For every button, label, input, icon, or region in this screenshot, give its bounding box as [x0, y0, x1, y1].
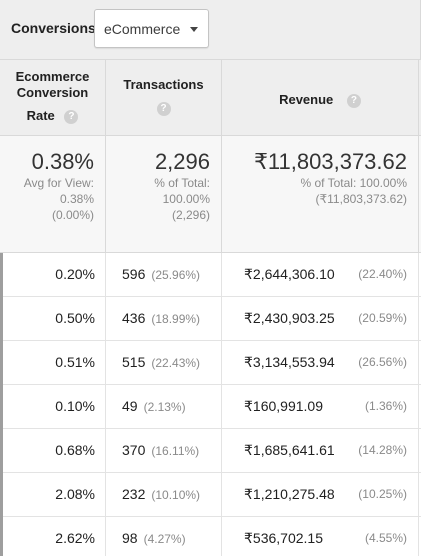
cell-revenue: ₹536,702.15 (4.55%): [222, 517, 419, 556]
transactions-percent: (18.99%): [151, 312, 201, 326]
cell-transactions: 515 (22.43%): [106, 341, 222, 384]
transactions-percent: (25.96%): [151, 268, 201, 282]
conversion-rate-value: 0.50%: [55, 310, 95, 326]
transactions-percent: (4.27%): [143, 532, 186, 546]
cell-conversion-rate: 0.10%: [0, 385, 106, 428]
help-icon[interactable]: ?: [346, 93, 361, 108]
conversion-rate-header-line3: Rate: [26, 108, 55, 123]
cell-conversion-rate: 2.08%: [0, 473, 106, 516]
cell-transactions: 596 (25.96%): [106, 253, 222, 296]
summary-revenue-value: ₹11,803,373.62: [253, 149, 407, 174]
table-row[interactable]: 0.68% 370 (16.11%) ₹1,685,641.61 (14.28%): [0, 429, 421, 473]
cell-conversion-rate: 0.50%: [0, 297, 106, 340]
summary-revenue: ₹11,803,373.62 % of Total: 100.00% (₹11,…: [222, 136, 419, 252]
transactions-value: 49: [122, 398, 138, 414]
conversion-rate-value: 0.10%: [55, 398, 95, 414]
summary-transactions-total: (2,296): [171, 208, 210, 222]
cell-transactions: 98 (4.27%): [106, 517, 222, 556]
transactions-header-label: Transactions: [123, 77, 204, 92]
summary-conversion-rate-value: 0.38%: [31, 149, 94, 174]
cell-revenue: ₹2,430,903.25 (20.59%): [222, 297, 419, 340]
table-row[interactable]: 0.20% 596 (25.96%) ₹2,644,306.10 (22.40%): [0, 253, 421, 297]
conversions-type-dropdown[interactable]: eCommerce: [94, 9, 209, 48]
transactions-value: 596: [122, 266, 146, 282]
caret-down-icon: [190, 27, 198, 32]
revenue-percent: (20.59%): [358, 311, 407, 325]
revenue-header-label: Revenue: [279, 92, 334, 107]
summary-conversion-rate-label: Avg for View:: [23, 176, 94, 190]
revenue-percent: (10.25%): [358, 487, 407, 501]
revenue-value: ₹3,134,553.94: [244, 354, 335, 370]
cell-revenue: ₹2,644,306.10 (22.40%): [222, 253, 419, 296]
conversions-label: Conversions: [11, 20, 96, 36]
table-row[interactable]: 2.62% 98 (4.27%) ₹536,702.15 (4.55%): [0, 517, 421, 556]
conversion-rate-value: 2.62%: [55, 530, 95, 546]
transactions-percent: (16.11%): [151, 444, 200, 458]
row-selection-edge: [0, 253, 3, 556]
cell-conversion-rate: 2.62%: [0, 517, 106, 556]
revenue-percent: (22.40%): [358, 267, 407, 281]
help-icon[interactable]: ?: [156, 101, 171, 116]
revenue-percent: (1.36%): [364, 399, 407, 413]
conversion-rate-value: 2.08%: [55, 486, 95, 502]
transactions-percent: (22.43%): [151, 356, 201, 370]
revenue-value: ₹2,430,903.25: [244, 310, 335, 326]
help-icon[interactable]: ?: [64, 109, 79, 124]
transactions-value: 515: [122, 354, 146, 370]
table-row[interactable]: 2.08% 232 (10.10%) ₹1,210,275.48 (10.25%): [0, 473, 421, 517]
table-row[interactable]: 0.51% 515 (22.43%) ₹3,134,553.94 (26.56%): [0, 341, 421, 385]
column-header-transactions[interactable]: Transactions ?: [106, 60, 222, 136]
summary-row: 0.38% Avg for View: 0.38% (0.00%) 2,296 …: [0, 136, 421, 253]
table-row[interactable]: 0.50% 436 (18.99%) ₹2,430,903.25 (20.59%): [0, 297, 421, 341]
conversion-rate-header-line2: Conversion: [16, 85, 89, 100]
transactions-percent: (10.10%): [151, 488, 201, 502]
summary-transactions-label: % of Total:: [154, 176, 210, 190]
cell-revenue: ₹3,134,553.94 (26.56%): [222, 341, 419, 384]
revenue-value: ₹1,210,275.48: [244, 486, 335, 502]
report-toolbar: Conversions eCommerce: [0, 0, 421, 59]
transactions-value: 98: [122, 530, 138, 546]
cell-conversion-rate: 0.51%: [0, 341, 106, 384]
revenue-value: ₹1,685,641.61: [244, 442, 335, 458]
summary-transactions: 2,296 % of Total: 100.00% (2,296): [106, 136, 222, 252]
conversion-rate-value: 0.68%: [55, 442, 95, 458]
summary-transactions-pct: 100.00%: [162, 192, 210, 206]
cell-transactions: 370 (16.11%): [106, 429, 222, 472]
revenue-percent: (4.55%): [364, 531, 407, 545]
transactions-percent: (2.13%): [143, 400, 186, 414]
cell-revenue: ₹160,991.09 (1.36%): [222, 385, 419, 428]
conversion-rate-value: 0.20%: [55, 266, 95, 282]
column-header-revenue[interactable]: Revenue ?: [222, 60, 419, 136]
revenue-value: ₹536,702.15: [244, 530, 323, 546]
summary-conversion-rate: 0.38% Avg for View: 0.38% (0.00%): [0, 136, 106, 252]
transactions-value: 370: [122, 442, 146, 458]
column-header-conversion-rate[interactable]: Ecommerce Conversion Rate ?: [0, 60, 106, 136]
summary-revenue-total: (₹11,803,373.62): [315, 192, 407, 206]
summary-conversion-rate-delta: (0.00%): [51, 208, 94, 222]
transactions-value: 232: [122, 486, 146, 502]
cell-transactions: 232 (10.10%): [106, 473, 222, 516]
transactions-value: 436: [122, 310, 146, 326]
cell-transactions: 49 (2.13%): [106, 385, 222, 428]
conversion-rate-value: 0.51%: [55, 354, 95, 370]
summary-conversion-rate-avg: 0.38%: [59, 192, 94, 206]
revenue-percent: (14.28%): [358, 443, 407, 457]
cell-conversion-rate: 0.20%: [0, 253, 106, 296]
cell-transactions: 436 (18.99%): [106, 297, 222, 340]
summary-revenue-pct: % of Total: 100.00%: [300, 176, 407, 190]
revenue-value: ₹160,991.09: [244, 398, 323, 414]
table-header-row: Ecommerce Conversion Rate ? Transactions…: [0, 59, 421, 136]
dropdown-selected-value: eCommerce: [104, 21, 181, 37]
conversion-rate-header-line1: Ecommerce: [15, 69, 90, 84]
revenue-percent: (26.56%): [358, 355, 407, 369]
table-row[interactable]: 0.10% 49 (2.13%) ₹160,991.09 (1.36%): [0, 385, 421, 429]
cell-revenue: ₹1,685,641.61 (14.28%): [222, 429, 419, 472]
revenue-value: ₹2,644,306.10: [244, 266, 335, 282]
summary-transactions-value: 2,296: [154, 149, 210, 174]
cell-conversion-rate: 0.68%: [0, 429, 106, 472]
cell-revenue: ₹1,210,275.48 (10.25%): [222, 473, 419, 516]
